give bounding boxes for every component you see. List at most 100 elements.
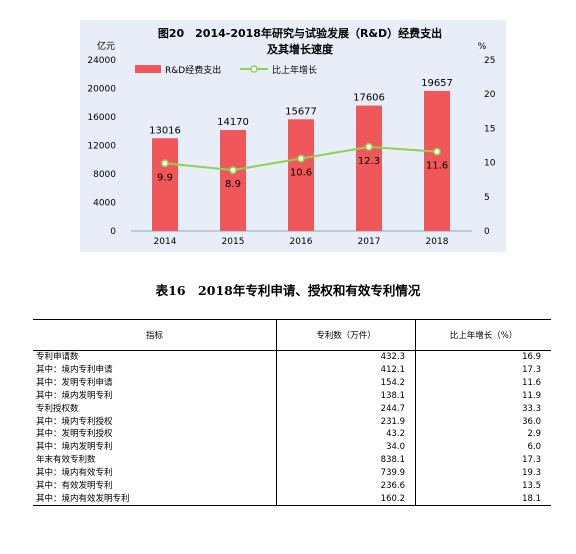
row-growth: 17.3 [415, 363, 551, 377]
table-row: 其中：境内发明专利 138.1 11.9 [33, 389, 551, 403]
left-tick-label: 16000 [87, 113, 116, 123]
header-indicator: 指标 [33, 319, 277, 351]
row-value: 34.0 [276, 440, 416, 454]
row-growth: 17.3 [415, 453, 551, 467]
growth-value-label: 12.3 [358, 156, 380, 167]
growth-point [432, 147, 441, 156]
growth-value-label: 11.6 [426, 161, 448, 172]
chart-title: 图20 2014-2018年研究与试验发展（R&D）经费支出 [158, 26, 442, 40]
table-row: 其中：境内发明专利 34.0 6.0 [33, 440, 551, 454]
row-value: 138.1 [276, 389, 416, 403]
row-value: 838.1 [276, 453, 416, 467]
right-tick-label: 20 [484, 90, 496, 100]
growth-point [364, 142, 373, 151]
left-tick-label: 20000 [87, 85, 116, 95]
table-title: 表16 2018年专利申请、授权和有效专利情况 [155, 283, 421, 298]
growth-value-label: 10.6 [290, 167, 312, 178]
growth-point [296, 154, 305, 163]
table-header-row: 指标 专利数（万件） 比上年增长（%） [33, 319, 551, 351]
chart-bar [288, 119, 314, 231]
left-tick-label: 12000 [87, 142, 116, 152]
row-value: 154.2 [276, 376, 416, 390]
row-name: 其中：境内有效发明专利 [33, 492, 277, 507]
row-name: 其中：境内专利申请 [36, 365, 113, 376]
row-growth: 11.9 [415, 389, 551, 403]
table-row: 专利授权数 244.7 33.3 [33, 402, 551, 416]
chart-bar [152, 138, 178, 231]
bar-value-label: 17606 [353, 93, 385, 104]
row-name: 其中：境内发明专利 [36, 442, 113, 453]
header-patents: 专利数（万件） [276, 319, 416, 351]
chart-title-line2: 及其增长速度 [267, 42, 334, 56]
table-row: 其中：发明专利授权 43.2 2.9 [33, 428, 551, 441]
legend-bar-swatch [135, 65, 161, 73]
row-growth: 36.0 [415, 415, 551, 429]
legend-line-marker [250, 65, 258, 73]
row-growth: 11.6 [415, 376, 551, 390]
row-name: 其中：境内有效专利 [36, 468, 113, 479]
row-value: 244.7 [276, 402, 416, 416]
row-name: 其中：境内专利授权 [36, 416, 113, 427]
right-tick-label: 15 [484, 124, 495, 134]
row-growth: 16.9 [415, 350, 551, 364]
row-name: 其中：发明专利授权 [36, 429, 113, 440]
chart-bar [356, 105, 382, 231]
x-tick-label: 2015 [222, 237, 245, 247]
table-body: 专利申请数 432.3 16.9 其中：境内专利申请 412.1 17.3 其中：发明专利申… [33, 350, 551, 507]
left-axis-unit: 亿元 [97, 40, 115, 52]
right-tick-label: 5 [484, 193, 490, 203]
table-row: 专利申请数 432.3 16.9 [33, 350, 551, 364]
right-tick-label: 0 [484, 227, 490, 237]
row-name: 专利申请数 [36, 352, 79, 363]
table-row: 其中：有效发明专利 236.6 13.5 [33, 479, 551, 493]
bar-value-label: 14170 [217, 117, 249, 128]
table-row: 其中：发明专利申请 154.2 11.6 [33, 376, 551, 390]
row-value: 236.6 [276, 479, 416, 493]
left-tick-label: 8000 [93, 170, 116, 180]
right-tick-label: 25 [484, 56, 495, 66]
table-row: 年末有效专利数 838.1 17.3 [33, 453, 551, 467]
x-tick-label: 2018 [426, 237, 449, 247]
table-row: 其中：境内专利申请 412.1 17.3 [33, 363, 551, 377]
bar-value-label: 13016 [149, 125, 181, 136]
row-growth: 18.1 [415, 492, 551, 507]
growth-point [161, 159, 170, 168]
left-tick-label: 4000 [93, 199, 116, 209]
right-tick-label: 10 [484, 159, 496, 169]
x-tick-label: 2017 [358, 237, 381, 247]
left-tick-label: 0 [110, 227, 116, 237]
row-value: 432.3 [276, 350, 416, 364]
x-tick-label: 2014 [154, 237, 177, 247]
row-name: 其中：发明专利申请 [36, 378, 113, 389]
row-growth: 2.9 [415, 428, 551, 441]
table-row: 其中：境内有效发明专利 160.2 18.1 [33, 492, 551, 507]
left-tick-label: 24000 [87, 56, 116, 66]
growth-value-label: 8.9 [225, 179, 241, 190]
header-growth: 比上年增长（%） [415, 319, 551, 351]
row-value: 43.2 [276, 428, 416, 441]
row-value: 412.1 [276, 363, 416, 377]
legend-bar-label: R&D经费支出 [165, 64, 221, 76]
table-row: 其中：境内有效专利 739.9 19.3 [33, 466, 551, 480]
growth-value-label: 9.9 [157, 172, 173, 183]
patent-table: 指标 专利数（万件） 比上年增长（%） 专利申请数 432.3 16.9 其中：境内专… [33, 319, 551, 507]
bar-value-label: 15677 [285, 106, 317, 117]
table-row: 其中：境内专利授权 231.9 36.0 [33, 415, 551, 429]
row-growth: 6.0 [415, 440, 551, 454]
x-tick-label: 2016 [290, 237, 313, 247]
growth-point [229, 166, 238, 175]
legend-line-label: 比上年增长 [272, 64, 317, 76]
row-name: 其中：境内发明专利 [36, 390, 113, 401]
chart-bar [220, 130, 246, 231]
row-name: 专利授权数 [36, 403, 79, 414]
row-value: 231.9 [276, 415, 416, 429]
right-axis-unit: % [478, 42, 487, 52]
row-name: 其中：有效发明专利 [36, 480, 113, 491]
row-growth: 13.5 [415, 479, 551, 493]
chart-bar [424, 90, 450, 231]
bar-value-label: 19657 [421, 78, 453, 89]
row-growth: 19.3 [415, 466, 551, 480]
row-growth: 33.3 [415, 402, 551, 416]
row-name: 年末有效专利数 [36, 455, 96, 466]
